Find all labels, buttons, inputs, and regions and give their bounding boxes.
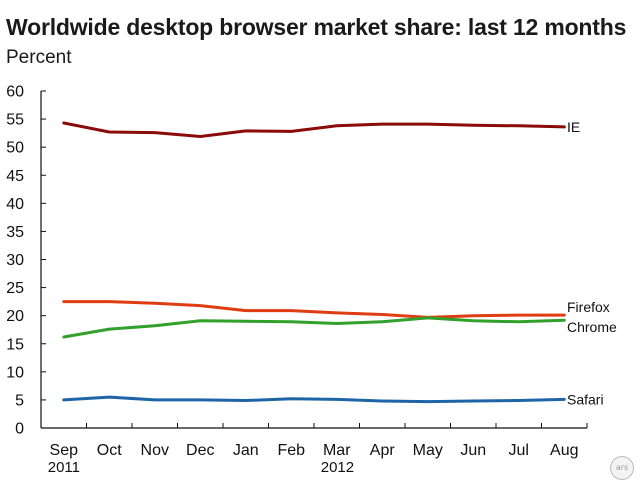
x-year-label: 2011 [48, 459, 80, 476]
x-tick-label: Mar [323, 442, 351, 459]
y-tick-label: 30 [6, 252, 24, 269]
y-tick-label: 35 [6, 224, 24, 241]
series-line-firefox [62, 300, 566, 319]
y-tick-label: 5 [15, 392, 24, 409]
chart-subtitle: Percent [6, 47, 72, 68]
series-line-chrome [62, 316, 566, 339]
y-tick-label: 0 [15, 421, 24, 438]
y-tick-label: 20 [6, 308, 24, 325]
x-tick-label: Nov [141, 442, 169, 459]
series-line-safari [62, 395, 566, 404]
x-year-label: 2012 [321, 459, 354, 476]
x-tick-label: Sep [50, 442, 79, 459]
x-tick-label: Jul [509, 442, 529, 459]
ars-logo: ars [610, 456, 634, 480]
y-tick-label: 40 [6, 196, 24, 213]
x-tick-label: Feb [277, 442, 305, 459]
series-label-chrome: Chrome [567, 319, 617, 335]
y-tick-label: 45 [6, 168, 24, 185]
x-tick-label: Apr [370, 442, 396, 459]
x-tick-label: Aug [550, 442, 578, 459]
chart-title: Worldwide desktop browser market share: … [6, 14, 627, 40]
series-label-ie: IE [567, 119, 580, 135]
y-tick-label: 25 [6, 280, 24, 297]
x-tick-label: Oct [97, 442, 122, 459]
series-label-safari: Safari [567, 391, 604, 407]
y-tick-label: 60 [6, 84, 24, 101]
series-label-firefox: Firefox [567, 299, 610, 315]
y-tick-label: 55 [6, 112, 24, 129]
y-axis-ticks: 0 5 10 15 20 25 30 35 40 45 50 55 60 [6, 84, 46, 438]
y-tick-label: 15 [6, 336, 24, 353]
y-tick-label: 50 [6, 140, 24, 157]
series-labels: IE Firefox Chrome Safari [567, 119, 617, 407]
series-lines [62, 121, 566, 404]
x-tick-label: May [413, 442, 443, 459]
series-line-ie [62, 121, 566, 138]
x-tick-label: Dec [186, 442, 214, 459]
chart-axes [40, 91, 587, 429]
y-tick-label: 10 [6, 364, 24, 381]
x-tick-label: Jan [233, 442, 259, 459]
x-tick-label: Jun [460, 442, 486, 459]
